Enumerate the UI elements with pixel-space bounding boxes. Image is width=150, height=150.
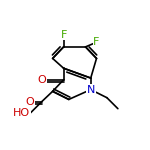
Text: HO: HO xyxy=(13,108,30,118)
Text: N: N xyxy=(87,85,95,95)
Text: F: F xyxy=(60,30,67,40)
Text: O: O xyxy=(37,75,46,85)
Text: O: O xyxy=(26,97,34,107)
Text: F: F xyxy=(93,37,100,47)
